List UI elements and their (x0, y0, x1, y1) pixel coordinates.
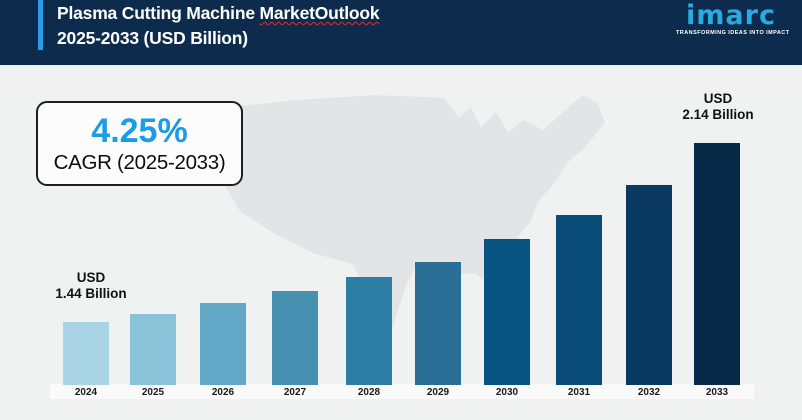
last-bar-value-label: USD 2.14 Billion (682, 91, 753, 122)
title-line-1: Plasma Cutting Machine MarketOutlook (57, 3, 380, 23)
last-bar-value-currency: USD (703, 91, 733, 106)
bar-2025 (130, 314, 176, 385)
page-title: Plasma Cutting Machine MarketOutlook 202… (57, 1, 380, 51)
first-bar-value-currency: USD (76, 270, 106, 285)
cagr-value: 4.25% (91, 111, 188, 150)
bar-2029 (415, 262, 461, 385)
bar-2030 (484, 239, 530, 385)
bar-2027 (272, 291, 318, 385)
header: Plasma Cutting Machine MarketOutlook 202… (0, 0, 802, 65)
cagr-label: CAGR (2025-2033) (53, 150, 226, 174)
x-axis-strip (50, 384, 754, 399)
title-misspelled-word: MarketOutlook (259, 3, 380, 23)
imarc-logo-text: imarc (686, 0, 776, 31)
bar-2031 (556, 215, 602, 385)
title-accent-bar (38, 0, 43, 50)
x-axis-label-2032: 2032 (637, 387, 661, 398)
x-axis-label-2024: 2024 (74, 387, 98, 398)
imarc-logo-tagline: TRANSFORMING IDEAS INTO IMPACT (676, 30, 790, 36)
title-line-2: 2025-2033 (USD Billion) (57, 28, 248, 48)
x-axis-label-2026: 2026 (211, 387, 235, 398)
x-axis-label-2028: 2028 (357, 387, 381, 398)
x-axis-label-2030: 2030 (495, 387, 519, 398)
x-axis-label-2029: 2029 (426, 387, 450, 398)
bar-2032 (626, 185, 672, 385)
x-axis-label-2025: 2025 (141, 387, 165, 398)
imarc-logo: imarc TRANSFORMING IDEAS INTO IMPACT (676, 0, 790, 36)
x-axis-label-2033: 2033 (705, 387, 729, 398)
first-bar-value-label: USD 1.44 Billion (55, 270, 126, 301)
cagr-box: 4.25% CAGR (2025-2033) (36, 101, 243, 186)
bar-2026 (200, 303, 246, 385)
first-bar-value-amount: 1.44 Billion (55, 285, 127, 301)
last-bar-value-amount: 2.14 Billion (682, 106, 754, 122)
bar-2024 (63, 322, 109, 385)
x-axis-label-2027: 2027 (283, 387, 307, 398)
x-axis-label-2031: 2031 (567, 387, 591, 398)
bar-2028 (346, 277, 392, 385)
bar-2033 (694, 143, 740, 385)
bar-chart: 4.25% CAGR (2025-2033) USD 1.44 Billion … (0, 65, 802, 420)
